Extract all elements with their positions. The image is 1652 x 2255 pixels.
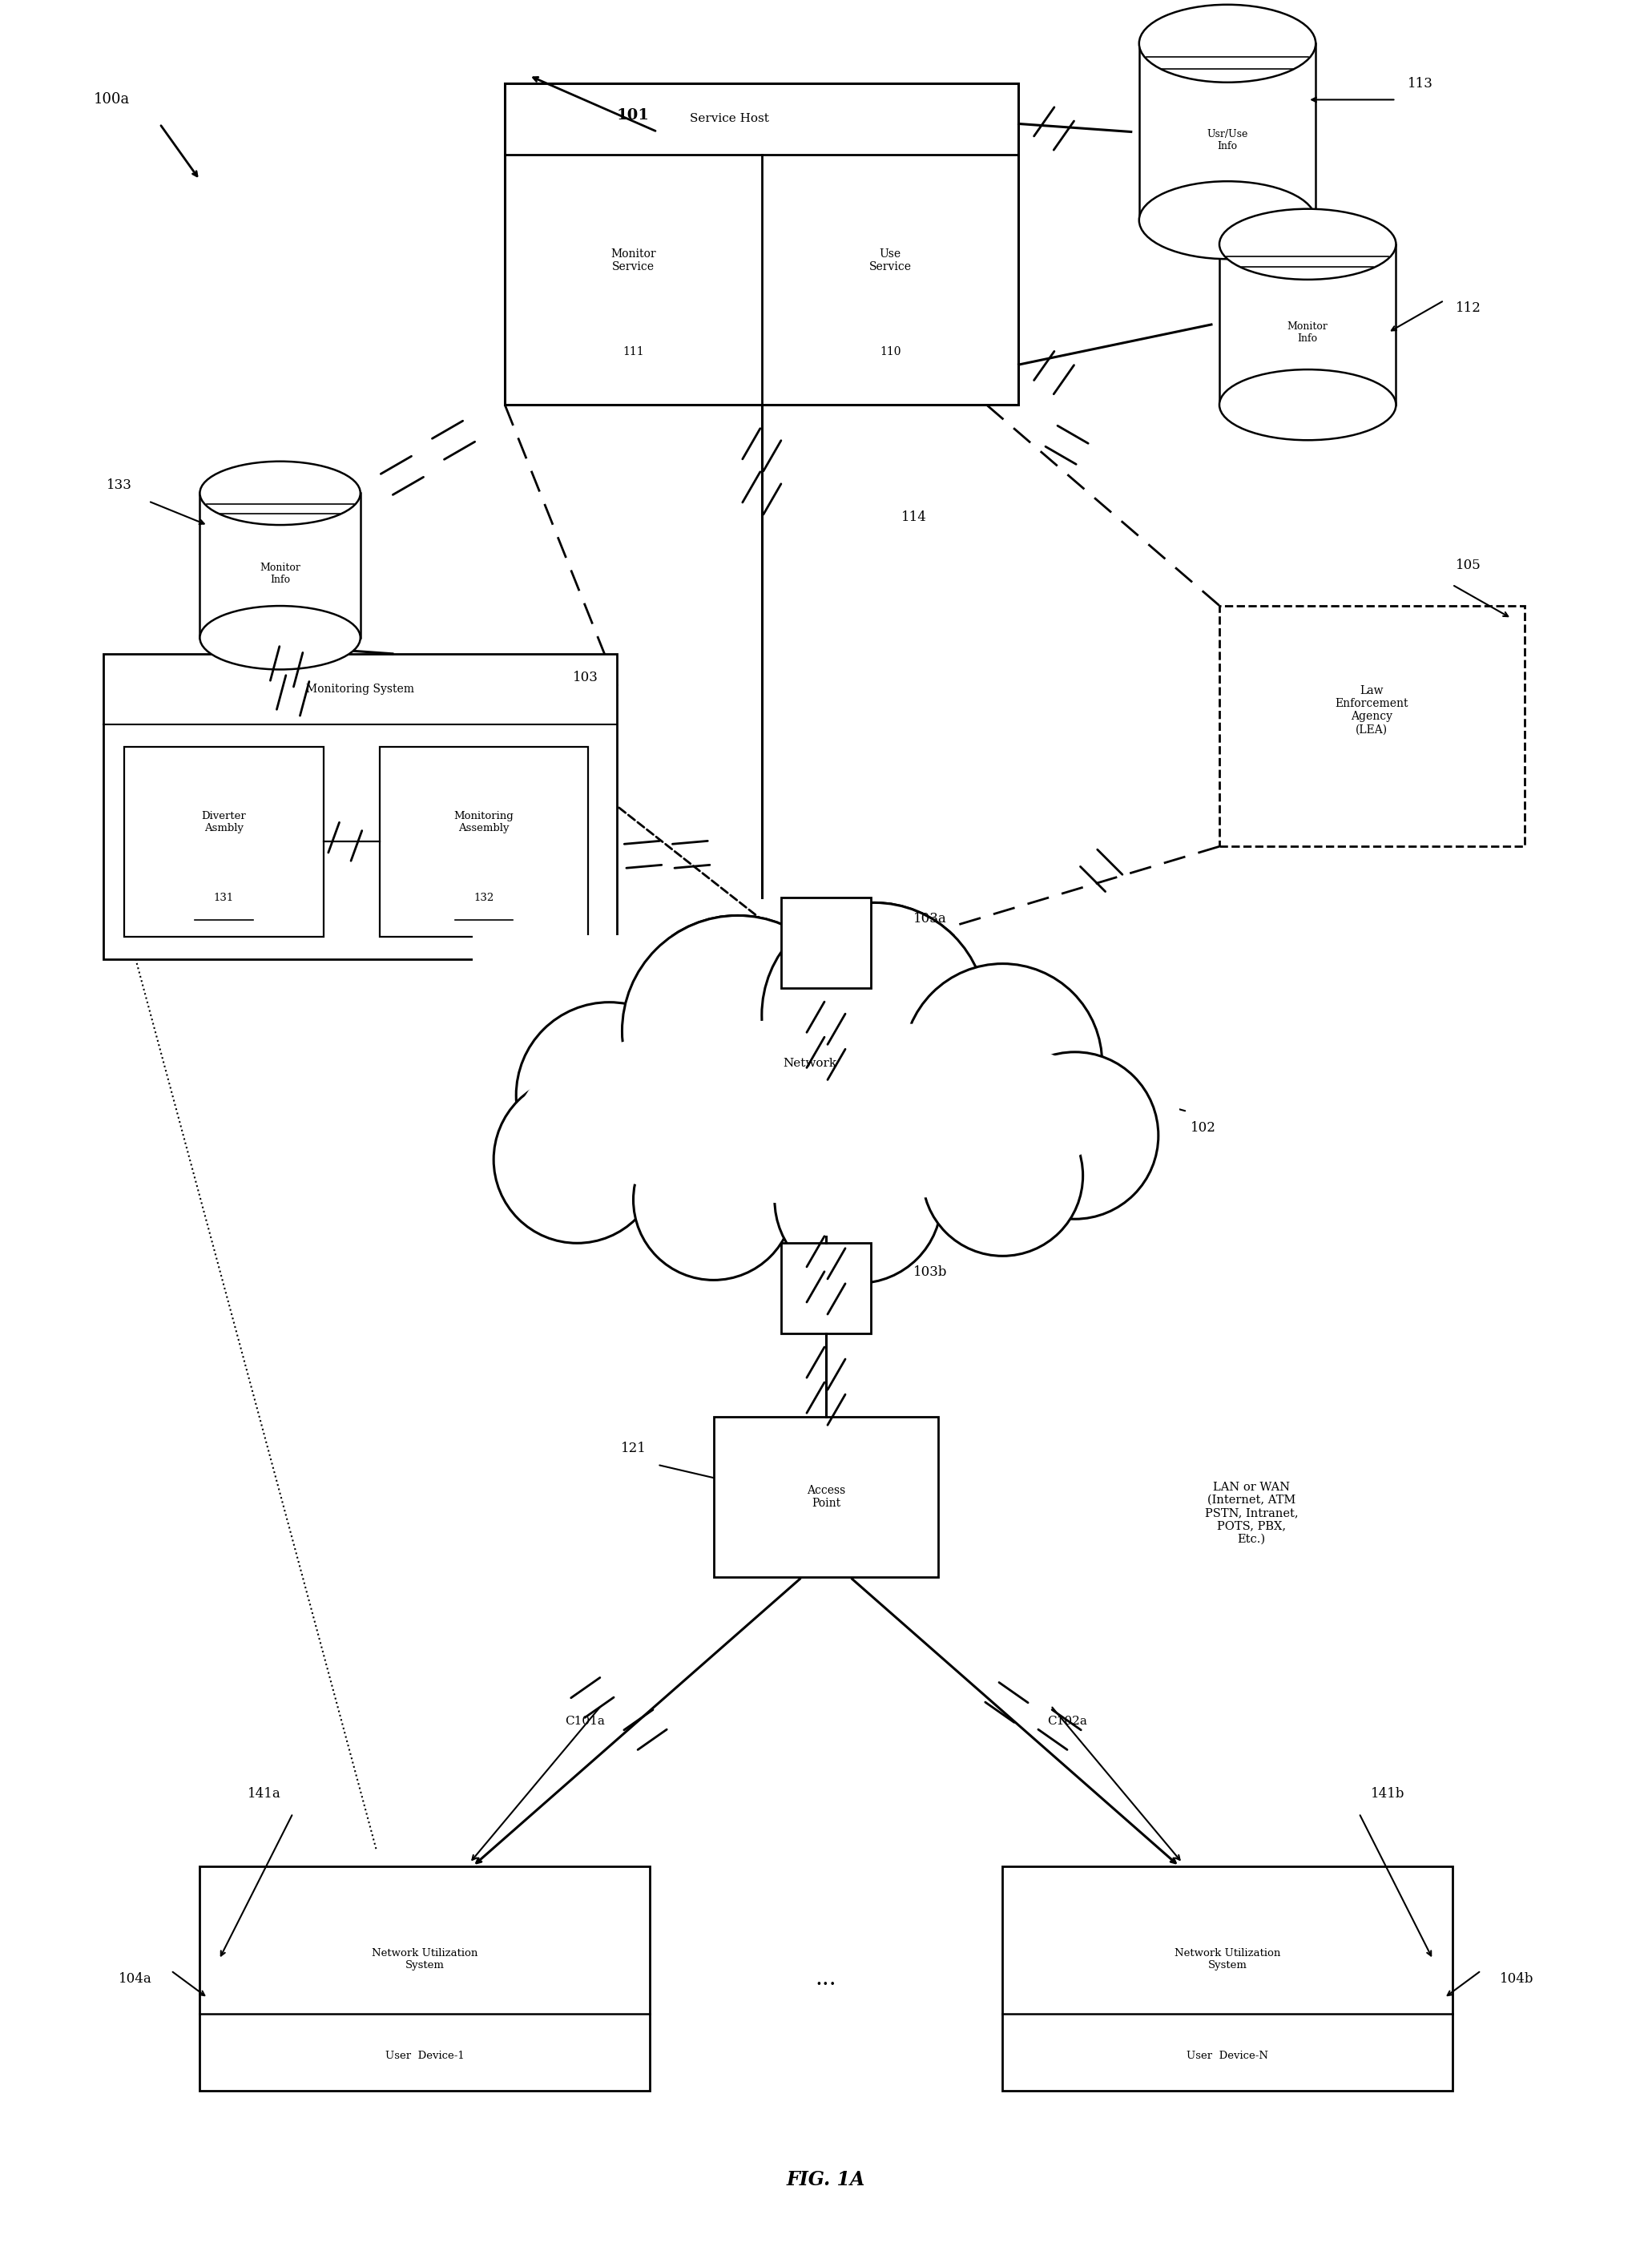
Circle shape — [515, 1001, 702, 1188]
Circle shape — [991, 1053, 1158, 1220]
Ellipse shape — [1140, 180, 1315, 259]
Ellipse shape — [200, 462, 360, 525]
Bar — [472, 936, 1180, 1288]
Ellipse shape — [1219, 370, 1396, 440]
Bar — [1219, 244, 1396, 406]
Text: 102: 102 — [1191, 1121, 1216, 1134]
Ellipse shape — [200, 607, 360, 670]
Text: 103b: 103b — [914, 1265, 947, 1279]
Text: 105: 105 — [1455, 559, 1480, 573]
Text: 104b: 104b — [1500, 1971, 1533, 1984]
Text: 141a: 141a — [248, 1788, 281, 1802]
Circle shape — [991, 1053, 1158, 1220]
Circle shape — [623, 916, 854, 1148]
Text: C101a: C101a — [565, 1716, 605, 1727]
Ellipse shape — [1140, 5, 1315, 83]
Text: Law
Enforcement
Agency
(LEA): Law Enforcement Agency (LEA) — [1335, 686, 1409, 735]
Text: 103: 103 — [572, 672, 598, 686]
Text: Network: Network — [783, 1058, 838, 1069]
Bar — [380, 746, 588, 936]
Circle shape — [494, 1076, 661, 1243]
Ellipse shape — [200, 462, 360, 525]
Bar — [781, 897, 871, 988]
Text: Network Utilization
System: Network Utilization System — [1175, 1948, 1280, 1971]
Text: Monitoring
Assembly: Monitoring Assembly — [454, 812, 514, 834]
Circle shape — [494, 1076, 661, 1243]
Text: Access
Point: Access Point — [806, 1484, 846, 1509]
Text: Monitor
Info: Monitor Info — [259, 561, 301, 584]
Circle shape — [633, 1118, 795, 1281]
Bar — [104, 654, 618, 958]
Circle shape — [515, 1001, 702, 1188]
Circle shape — [775, 1116, 942, 1283]
Bar — [124, 746, 324, 936]
Circle shape — [922, 1096, 1084, 1256]
Text: 113: 113 — [1408, 77, 1432, 90]
Text: 111: 111 — [623, 347, 644, 359]
Text: 100a: 100a — [94, 92, 129, 106]
Text: 101: 101 — [616, 108, 649, 124]
Ellipse shape — [1219, 210, 1396, 280]
Text: Use
Service: Use Service — [869, 248, 912, 273]
Circle shape — [633, 1118, 795, 1281]
Bar — [489, 1015, 1163, 1256]
Text: 112: 112 — [1455, 302, 1480, 316]
Text: Monitor
Info: Monitor Info — [1287, 322, 1328, 343]
Text: ...: ... — [816, 1969, 836, 1989]
Bar — [200, 494, 360, 638]
Circle shape — [623, 916, 854, 1148]
Bar — [714, 1416, 938, 1576]
Bar — [1219, 607, 1525, 846]
Text: 110: 110 — [879, 347, 900, 359]
Text: 121: 121 — [621, 1441, 646, 1454]
Text: 104a: 104a — [119, 1971, 152, 1984]
Text: FIG. 1A: FIG. 1A — [786, 2169, 866, 2190]
Bar — [781, 1243, 871, 1333]
Circle shape — [775, 1116, 942, 1283]
Bar — [200, 1867, 649, 2090]
Text: 141b: 141b — [1371, 1788, 1404, 1802]
Text: 133: 133 — [107, 478, 132, 492]
Text: Network Utilization
System: Network Utilization System — [372, 1948, 477, 1971]
Text: C102a: C102a — [1047, 1716, 1087, 1727]
Bar — [506, 83, 1019, 406]
Text: Monitoring System: Monitoring System — [306, 683, 415, 695]
Text: User  Device-N: User Device-N — [1186, 2050, 1269, 2061]
Bar — [1003, 1867, 1452, 2090]
Circle shape — [762, 902, 986, 1128]
Circle shape — [904, 963, 1102, 1164]
Bar — [1140, 43, 1315, 221]
Text: Usr/Use
Info: Usr/Use Info — [1208, 129, 1247, 151]
Text: LAN or WAN
(Internet, ATM
PSTN, Intranet,
POTS, PBX,
Etc.): LAN or WAN (Internet, ATM PSTN, Intranet… — [1204, 1482, 1298, 1545]
Text: 132: 132 — [474, 893, 494, 902]
Circle shape — [904, 963, 1102, 1164]
Text: 114: 114 — [902, 510, 927, 523]
Circle shape — [762, 902, 986, 1128]
Text: 131: 131 — [213, 893, 235, 902]
Ellipse shape — [512, 1008, 1140, 1231]
Text: Service Host: Service Host — [691, 113, 770, 124]
Circle shape — [922, 1096, 1084, 1256]
Text: Monitor
Service: Monitor Service — [611, 248, 656, 273]
Ellipse shape — [1219, 210, 1396, 280]
Text: 103a: 103a — [914, 911, 947, 925]
Text: User  Device-1: User Device-1 — [385, 2050, 464, 2061]
Ellipse shape — [520, 1019, 1115, 1204]
Ellipse shape — [1140, 5, 1315, 83]
Text: Diverter
Asmbly: Diverter Asmbly — [202, 812, 246, 834]
